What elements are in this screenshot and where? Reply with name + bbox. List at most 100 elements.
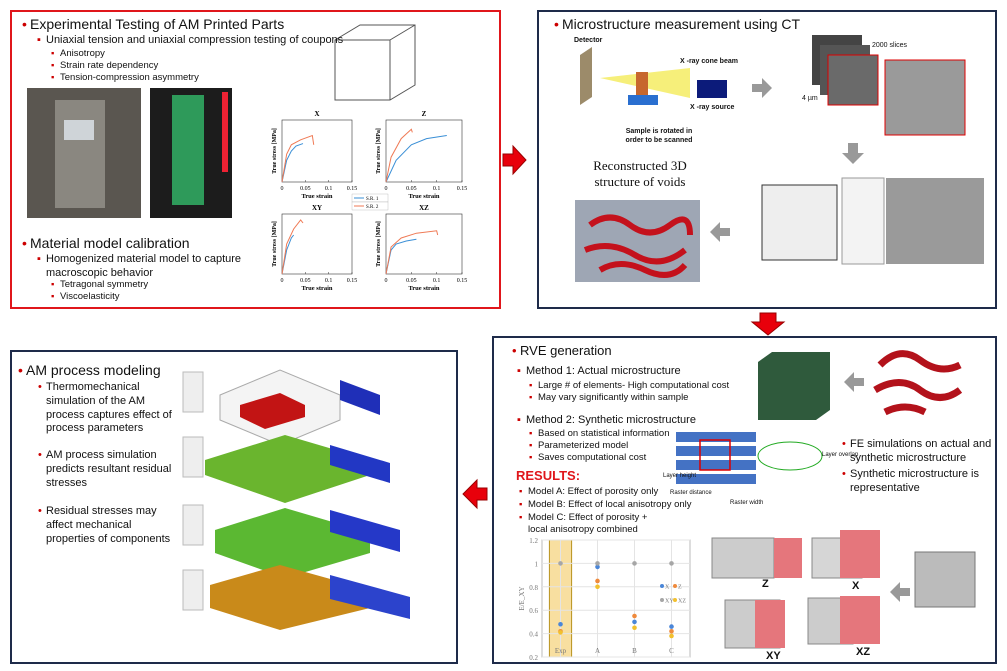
rve-xz-face	[840, 596, 880, 644]
x-tick-label: C	[669, 647, 674, 655]
rve-z-face	[774, 538, 802, 578]
plot-title: Z	[422, 110, 427, 118]
contour-legend	[182, 436, 204, 478]
panel-border	[10, 350, 458, 664]
stress-curve	[385, 128, 413, 183]
y-axis-label: True stress [MPa]	[376, 221, 382, 267]
x-tick-label: 0.15	[457, 186, 468, 192]
temperature-slab	[205, 435, 370, 503]
rve-xy-face	[755, 600, 785, 648]
data-point	[632, 613, 637, 619]
specimen-cube-sketch	[334, 24, 416, 101]
sub-bullet: Tension-compression asymmetry	[51, 72, 199, 84]
x-tick-label: 0.15	[347, 278, 358, 284]
legend-marker	[673, 598, 677, 602]
stress-curve	[385, 230, 439, 275]
sub-bullet: Strain rate dependency	[51, 60, 158, 72]
cube-label: XZ	[856, 646, 871, 658]
y-tick-label: 0.8	[529, 584, 538, 592]
y-axis-label: True stress [MPa]	[376, 128, 382, 174]
flow-arrow	[750, 312, 786, 336]
result-item: Model A: Effect of porosity only	[519, 486, 658, 498]
data-point	[669, 633, 674, 639]
data-point	[558, 621, 563, 627]
results-heading: RESULTS:	[516, 468, 581, 483]
legend-box	[351, 201, 389, 211]
dic-colorbar	[222, 92, 228, 172]
y-tick-label: 0.4	[529, 631, 538, 639]
x-tick-label: 0.15	[347, 186, 358, 192]
rve-cube	[758, 352, 830, 420]
x-tick-label: 0.05	[300, 278, 311, 284]
figure-label: 2000 slices	[872, 42, 908, 49]
figure-label: Sample is rotated in order to be scanned	[625, 128, 693, 144]
stress-curve	[281, 134, 315, 183]
stress-slab	[330, 445, 390, 483]
stress-slab	[330, 510, 400, 552]
plot-frame	[281, 213, 353, 275]
step-arrow	[890, 582, 910, 602]
y-axis-label: True stress [MPa]	[272, 128, 278, 174]
segmented-slices	[886, 178, 984, 264]
section-title: AM process modeling	[18, 362, 161, 380]
data-point	[558, 630, 563, 635]
x-tick-label: 0	[281, 278, 284, 284]
x-tick-label: 0.1	[433, 278, 441, 284]
plot-frame	[385, 213, 463, 275]
contour-legend	[182, 569, 204, 611]
section-title: RVE generation	[512, 343, 612, 360]
rve-z	[711, 537, 775, 579]
test-machine	[55, 100, 105, 208]
data-point	[595, 584, 600, 590]
y-axis-label: True stress [MPa]	[272, 221, 278, 267]
bullet: Synthetic microstructure is representati…	[842, 468, 992, 496]
y-axis-label: E/E_XY	[518, 586, 526, 610]
figure-caption: Reconstructed 3D structure of voids	[593, 158, 687, 190]
x-tick-label: 0.05	[406, 278, 417, 284]
sample	[636, 72, 648, 95]
temperature-slab	[240, 393, 305, 429]
data-point	[632, 561, 637, 566]
contour-legend	[182, 371, 204, 413]
section-title: Experimental Testing of AM Printed Parts	[22, 16, 284, 34]
figure-label: X -ray source	[690, 104, 735, 111]
x-tick-label: A	[595, 647, 600, 655]
legend-label: XY	[665, 599, 674, 605]
dic-specimen	[172, 95, 204, 205]
figure-label: Raster distance	[670, 490, 712, 496]
figure-label: Layer height	[663, 473, 697, 479]
result-item: Model C: Effect of porosity + local anis…	[519, 512, 668, 536]
data-point	[632, 619, 637, 625]
y-tick-label: 1	[535, 560, 539, 568]
step-arrow	[752, 78, 772, 98]
legend-marker	[673, 584, 677, 588]
bullet: Residual stresses may affect mechanical …	[38, 505, 176, 546]
data-point	[595, 578, 600, 584]
xray-source	[697, 80, 727, 98]
raster-row	[676, 432, 756, 442]
sub-bullet: Large # of elements- High computational …	[529, 380, 729, 392]
void-structure	[583, 214, 693, 278]
histograms	[841, 177, 885, 265]
legend-label: S.R. 2	[366, 205, 379, 210]
x-tick-label: Exp	[555, 647, 567, 655]
stress-slab	[340, 380, 380, 415]
stress-slab	[330, 575, 410, 619]
plot-frame	[281, 119, 353, 183]
result-item: Model B: Effect of local anisotropy only	[519, 499, 692, 511]
x-axis-label: True strain	[408, 193, 439, 200]
bullet: Method 1: Actual microstructure	[517, 365, 681, 379]
x-tick-label: B	[632, 647, 637, 655]
bullet: Method 2: Synthetic microstructure	[517, 414, 696, 428]
rotation-stage	[628, 95, 658, 105]
step-arrow	[844, 372, 864, 392]
x-tick-label: 0	[385, 278, 388, 284]
legend-label: S.R. 1	[366, 197, 379, 202]
y-tick-label: 0.6	[529, 607, 538, 615]
ct-zoom	[884, 59, 966, 136]
step-arrow	[842, 143, 864, 164]
sub-bullet: Parameterized model	[529, 440, 628, 452]
section-title: Material model calibration	[22, 235, 190, 253]
